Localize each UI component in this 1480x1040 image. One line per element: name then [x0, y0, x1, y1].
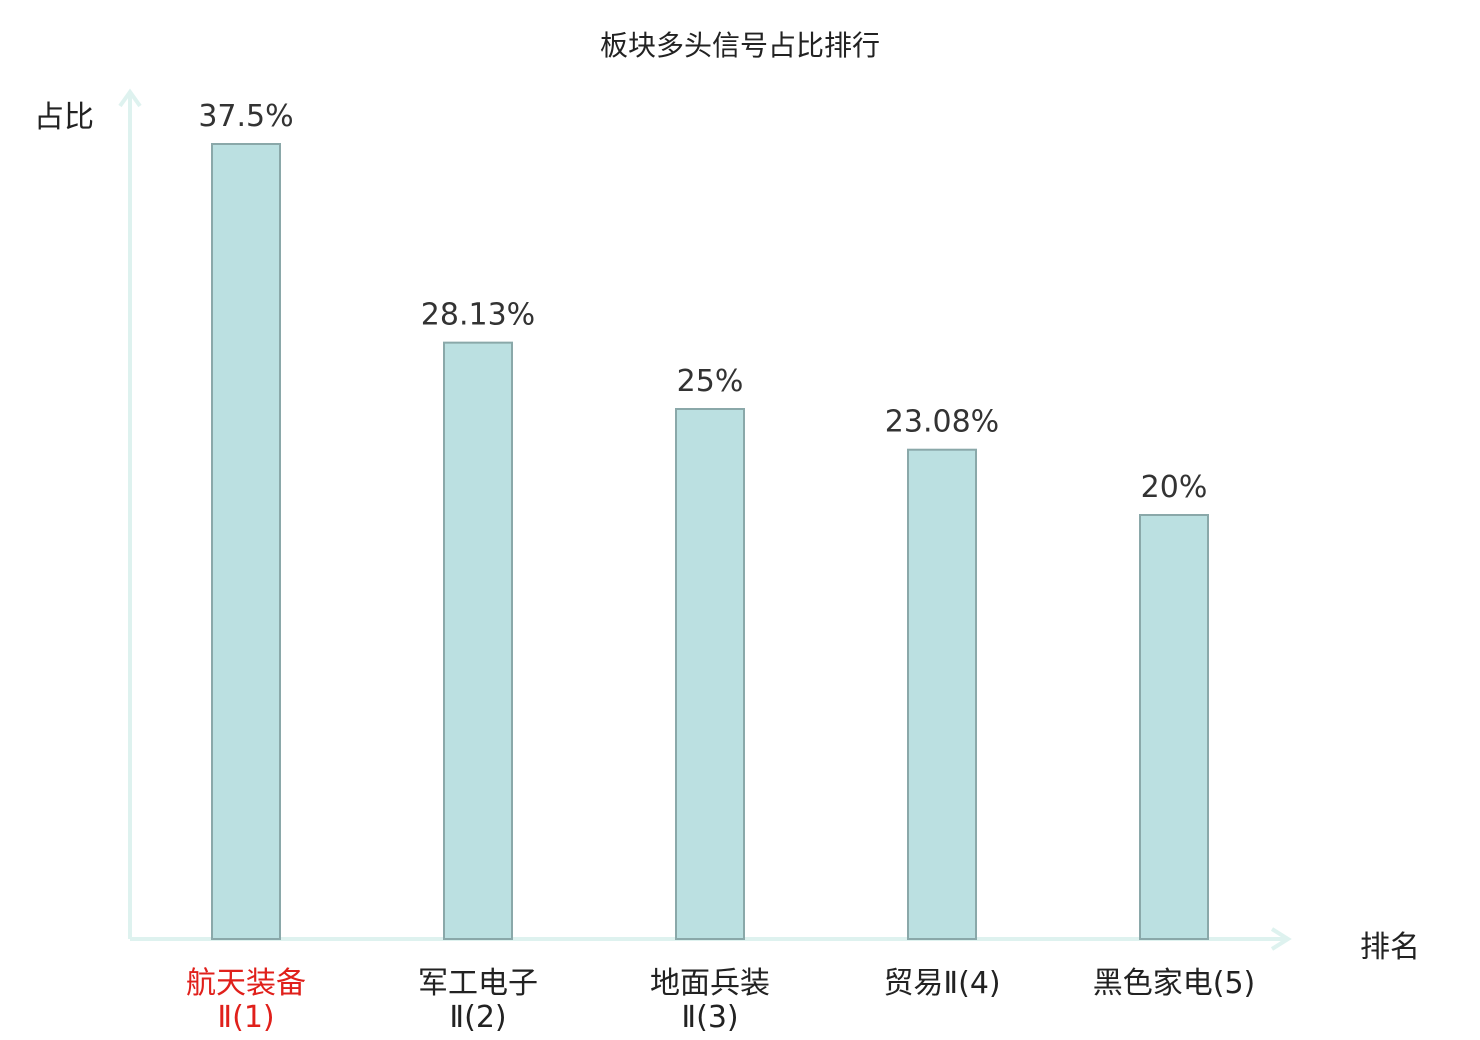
- x-tick-label: 贸易Ⅱ(4): [883, 966, 1000, 1001]
- x-tick-label: Ⅱ(1): [217, 1000, 274, 1035]
- x-axis-label: 排名: [1360, 930, 1420, 965]
- y-axis-label: 占比: [34, 100, 94, 135]
- x-tick-label: 军工电子: [418, 966, 538, 1001]
- chart-title: 板块多头信号占比排行: [599, 29, 880, 62]
- x-axis-arrow: [1270, 927, 1292, 951]
- x-tick-label: 地面兵装: [650, 966, 770, 1001]
- bar: [211, 143, 281, 940]
- data-label: 23.08%: [885, 405, 999, 440]
- x-tick-label: 航天装备: [186, 966, 306, 1001]
- y-axis-arrow: [118, 88, 142, 108]
- x-tick-label: Ⅱ(2): [449, 1000, 506, 1035]
- bar: [675, 408, 745, 940]
- data-label: 37.5%: [198, 99, 293, 134]
- bar: [443, 341, 513, 941]
- x-tick-label: Ⅱ(3): [681, 1000, 738, 1035]
- bar: [1139, 514, 1209, 940]
- x-tick-label: 黑色家电(5): [1093, 966, 1256, 1001]
- data-label: 20%: [1141, 470, 1208, 505]
- data-label: 28.13%: [421, 298, 535, 333]
- data-label: 25%: [677, 364, 744, 399]
- bar: [907, 448, 977, 940]
